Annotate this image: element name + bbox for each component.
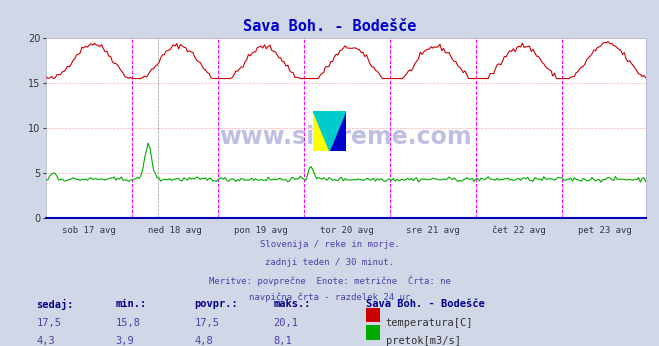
Text: www.si-vreme.com: www.si-vreme.com bbox=[219, 125, 473, 149]
Text: temperatura[C]: temperatura[C] bbox=[386, 318, 473, 328]
Text: ned 18 avg: ned 18 avg bbox=[148, 226, 202, 235]
Text: pet 23 avg: pet 23 avg bbox=[578, 226, 631, 235]
Bar bbox=[313, 111, 330, 151]
Text: maks.:: maks.: bbox=[273, 299, 311, 309]
Bar bbox=[330, 111, 346, 151]
Text: Sava Boh. - Bodešče: Sava Boh. - Bodešče bbox=[243, 19, 416, 34]
Text: pretok[m3/s]: pretok[m3/s] bbox=[386, 336, 461, 346]
Text: navpična črta - razdelek 24 ur: navpična črta - razdelek 24 ur bbox=[249, 292, 410, 302]
Text: 3,9: 3,9 bbox=[115, 336, 134, 346]
Text: Slovenija / reke in morje.: Slovenija / reke in morje. bbox=[260, 240, 399, 249]
Text: 20,1: 20,1 bbox=[273, 318, 299, 328]
Text: 17,5: 17,5 bbox=[36, 318, 61, 328]
Text: sre 21 avg: sre 21 avg bbox=[406, 226, 460, 235]
Text: sob 17 avg: sob 17 avg bbox=[62, 226, 116, 235]
Text: Meritve: povprečne  Enote: metrične  Črta: ne: Meritve: povprečne Enote: metrične Črta:… bbox=[208, 275, 451, 285]
Text: sedaj:: sedaj: bbox=[36, 299, 74, 310]
Text: zadnji teden / 30 minut.: zadnji teden / 30 minut. bbox=[265, 258, 394, 267]
Text: Sava Boh. - Bodešče: Sava Boh. - Bodešče bbox=[366, 299, 484, 309]
Text: 17,5: 17,5 bbox=[194, 318, 219, 328]
Text: 15,8: 15,8 bbox=[115, 318, 140, 328]
Text: min.:: min.: bbox=[115, 299, 146, 309]
Polygon shape bbox=[313, 111, 346, 151]
Text: pon 19 avg: pon 19 avg bbox=[234, 226, 288, 235]
Text: povpr.:: povpr.: bbox=[194, 299, 238, 309]
Text: 8,1: 8,1 bbox=[273, 336, 292, 346]
Text: tor 20 avg: tor 20 avg bbox=[320, 226, 374, 235]
Text: 4,3: 4,3 bbox=[36, 336, 55, 346]
Bar bbox=[366, 308, 380, 322]
Text: 4,8: 4,8 bbox=[194, 336, 213, 346]
Bar bbox=[366, 325, 380, 340]
Text: čet 22 avg: čet 22 avg bbox=[492, 226, 546, 235]
